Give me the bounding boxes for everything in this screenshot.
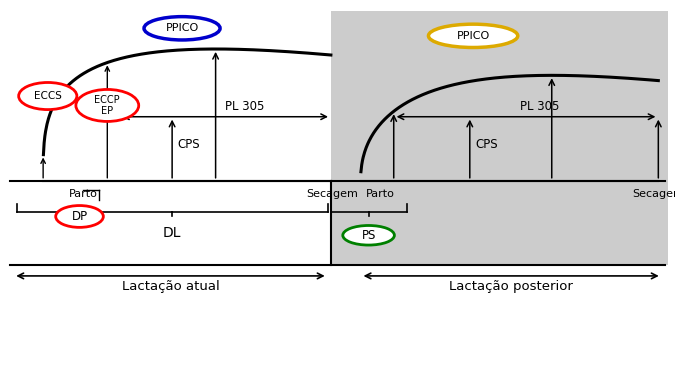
Text: Secagem: Secagem	[632, 189, 675, 199]
Text: DL: DL	[163, 227, 182, 240]
Text: PS: PS	[361, 229, 376, 242]
Ellipse shape	[144, 17, 220, 40]
Text: Parto: Parto	[366, 189, 395, 199]
Text: Lactação posterior: Lactação posterior	[449, 280, 573, 293]
Ellipse shape	[429, 24, 518, 48]
Text: PL 305: PL 305	[225, 100, 265, 113]
Bar	[331, 12, 668, 265]
Text: DP: DP	[72, 210, 88, 223]
Text: PPICO: PPICO	[165, 23, 198, 33]
Text: CPS: CPS	[178, 139, 200, 151]
Text: ECCS: ECCS	[34, 91, 61, 101]
Text: Lactação atual: Lactação atual	[122, 280, 219, 293]
Text: PL 305: PL 305	[520, 100, 559, 113]
Ellipse shape	[343, 225, 394, 245]
Ellipse shape	[19, 83, 77, 109]
Text: Parto: Parto	[68, 189, 97, 199]
Ellipse shape	[56, 205, 103, 227]
Text: PPICO: PPICO	[456, 31, 490, 41]
Text: CPS: CPS	[475, 139, 497, 151]
Text: ECCP
EP: ECCP EP	[95, 94, 120, 116]
Text: Secagem: Secagem	[306, 189, 358, 199]
Ellipse shape	[76, 89, 139, 121]
